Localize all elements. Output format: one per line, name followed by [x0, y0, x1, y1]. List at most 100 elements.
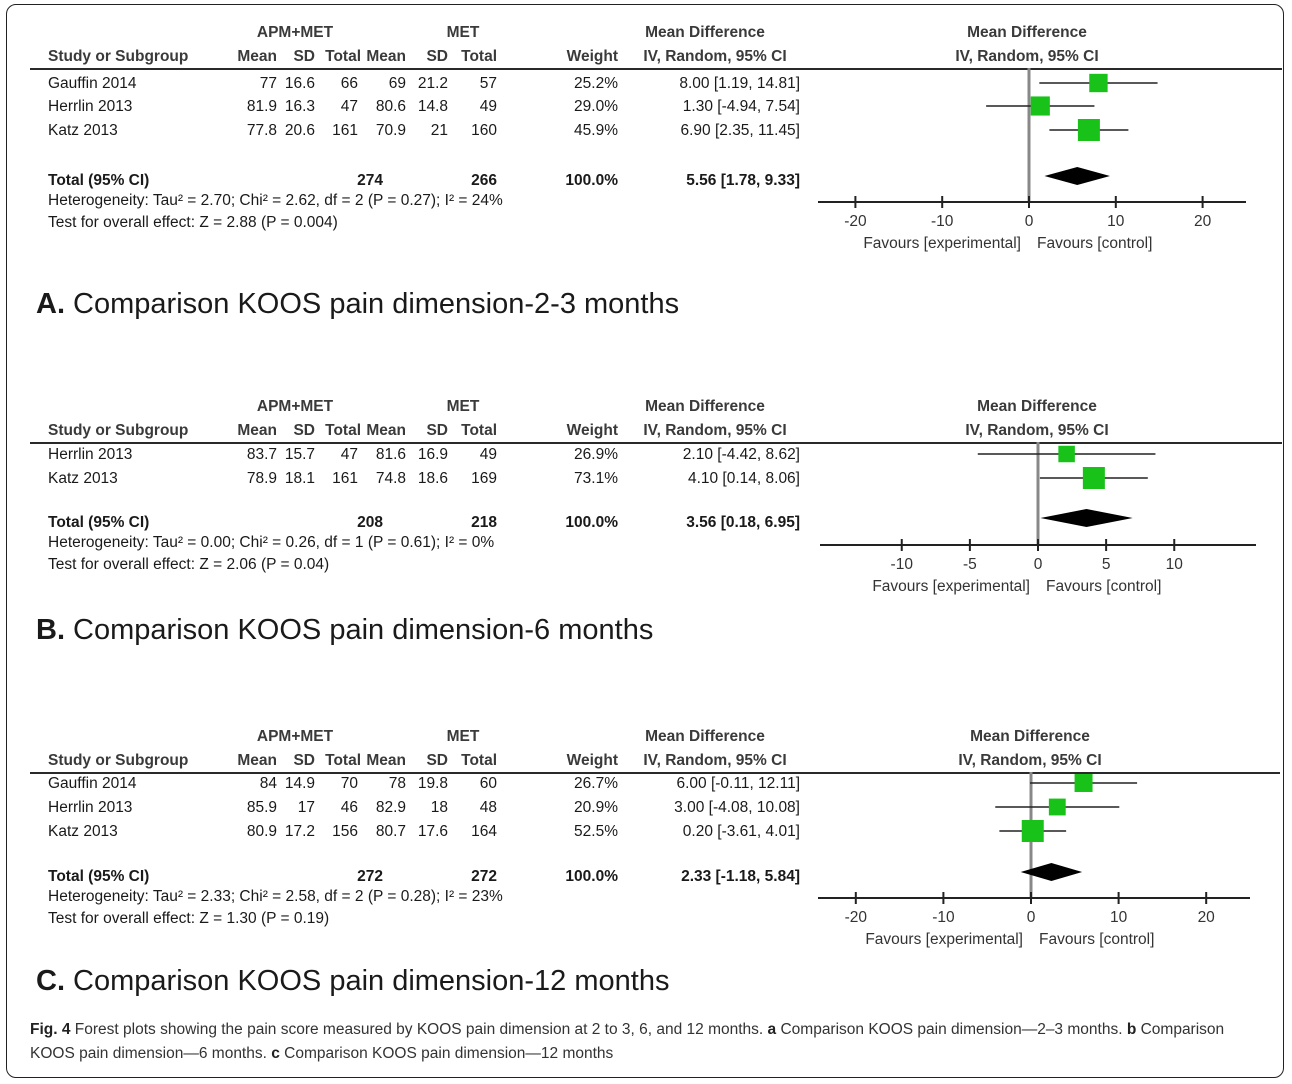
study-mean1: 77.8 — [246, 122, 277, 139]
total-n1: 274 — [357, 172, 383, 189]
study-sd1: 15.7 — [284, 446, 315, 463]
heterogeneity-text: Heterogeneity: Tau² = 2.70; Chi² = 2.62,… — [48, 192, 503, 209]
x-tick-label: 0 — [1025, 213, 1034, 230]
favours-right-label: Favours [control] — [1037, 235, 1152, 252]
study-total2: 48 — [479, 799, 497, 816]
favours-right-label: Favours [control] — [1046, 578, 1161, 595]
study-sd2: 18 — [430, 799, 448, 816]
panel-title: B. Comparison KOOS pain dimension-6 mont… — [36, 614, 653, 647]
favours-right-label: Favours [control] — [1039, 931, 1154, 948]
caption-a-text: Comparison KOOS pain dimension—2–3 month… — [780, 1021, 1123, 1038]
study-weight: 45.9% — [574, 122, 618, 139]
study-marker — [1082, 467, 1105, 489]
study-marker — [1089, 73, 1108, 93]
study-mean1: 81.9 — [246, 98, 277, 115]
study-total2: 169 — [471, 470, 497, 487]
total-ci: 5.56 [1.78, 9.33] — [686, 172, 800, 189]
plot-md-header-1: Mean Difference — [967, 24, 1087, 41]
col-ci: IV, Random, 95% CI — [643, 48, 787, 65]
study-marker — [1030, 96, 1050, 116]
study-ci: 0.20 [-3.61, 4.01] — [682, 823, 800, 840]
study-total2: 164 — [471, 823, 497, 840]
col-study: Study or Subgroup — [48, 422, 189, 439]
study-name: Katz 2013 — [48, 122, 118, 139]
study-mean2: 80.6 — [375, 98, 406, 115]
study-mean2: 81.6 — [375, 446, 406, 463]
col-sd2: SD — [426, 422, 448, 439]
heterogeneity-text: Heterogeneity: Tau² = 0.00; Chi² = 0.26,… — [48, 534, 495, 551]
study-total2: 49 — [479, 98, 497, 115]
group2-header: MET — [446, 728, 480, 745]
study-total1: 66 — [340, 75, 358, 92]
panel-title-text: Comparison KOOS pain dimension-6 months — [65, 614, 654, 646]
header-rule — [30, 442, 1282, 444]
study-sd1: 20.6 — [284, 122, 315, 139]
study-total2: 49 — [479, 446, 497, 463]
study-mean2: 69 — [388, 75, 406, 92]
heterogeneity-text: Heterogeneity: Tau² = 2.33; Chi² = 2.58,… — [48, 888, 503, 905]
plot-md-header-2: IV, Random, 95% CI — [958, 752, 1102, 769]
study-sd2: 21.2 — [417, 75, 448, 92]
col-study: Study or Subgroup — [48, 752, 189, 769]
study-mean1: 84 — [259, 775, 277, 792]
study-ci: 4.10 [0.14, 8.06] — [687, 470, 800, 487]
x-tick-label: 10 — [1166, 556, 1184, 573]
study-sd1: 18.1 — [284, 470, 315, 487]
study-weight: 25.2% — [574, 75, 618, 92]
study-marker — [1077, 119, 1100, 141]
overall-effect-text: Test for overall effect: Z = 2.88 (P = 0… — [48, 214, 338, 231]
study-marker — [1074, 774, 1093, 792]
caption-c-text: Comparison KOOS pain dimension—12 months — [284, 1045, 614, 1062]
study-mean1: 77 — [259, 75, 277, 92]
study-mean2: 70.9 — [375, 122, 406, 139]
study-sd2: 17.6 — [417, 823, 448, 840]
study-sd2: 16.9 — [417, 446, 448, 463]
study-marker — [1058, 445, 1075, 463]
total-n1: 272 — [357, 868, 383, 885]
total-ci: 3.56 [0.18, 6.95] — [686, 514, 800, 531]
col-total1: Total — [325, 752, 361, 769]
study-sd2: 18.6 — [417, 470, 448, 487]
total-weight: 100.0% — [565, 868, 618, 885]
col-weight: Weight — [566, 422, 618, 439]
header-rule — [30, 772, 1280, 774]
study-name: Gauffin 2014 — [48, 775, 137, 792]
col-total2: Total — [461, 752, 497, 769]
study-name: Herrlin 2013 — [48, 98, 133, 115]
md-header-1: Mean Difference — [645, 398, 765, 415]
study-total2: 160 — [471, 122, 497, 139]
x-tick-label: -10 — [931, 213, 954, 230]
panel-letter: A. — [36, 288, 65, 320]
figure-frame — [6, 4, 1284, 1078]
study-name: Herrlin 2013 — [48, 799, 133, 816]
col-sd1: SD — [293, 752, 315, 769]
study-ci: 2.10 [-4.42, 8.62] — [682, 446, 800, 463]
x-tick-label: -20 — [845, 909, 868, 926]
group2-header: MET — [446, 24, 480, 41]
panel-title: C. Comparison KOOS pain dimension-12 mon… — [36, 965, 669, 998]
figure-caption: Fig. 4 Forest plots showing the pain sco… — [30, 1018, 1270, 1066]
study-mean2: 78 — [388, 775, 406, 792]
col-total1: Total — [325, 422, 361, 439]
col-mean2: Mean — [366, 752, 406, 769]
col-total1: Total — [325, 48, 361, 65]
col-ci: IV, Random, 95% CI — [643, 422, 787, 439]
col-sd2: SD — [426, 752, 448, 769]
study-sd1: 16.6 — [284, 75, 315, 92]
study-weight: 73.1% — [574, 470, 618, 487]
col-weight: Weight — [566, 48, 618, 65]
plot-md-header-2: IV, Random, 95% CI — [965, 422, 1109, 439]
caption-text: Forest plots showing the pain score meas… — [74, 1021, 764, 1038]
x-tick-label: 10 — [1107, 213, 1125, 230]
total-label: Total (95% CI) — [48, 172, 150, 189]
col-weight: Weight — [566, 752, 618, 769]
group1-header: APM+MET — [256, 728, 334, 745]
col-study: Study or Subgroup — [48, 48, 189, 65]
study-total1: 161 — [332, 122, 358, 139]
caption-b-text: Comparison KOOS pain dimension—6 months. — [30, 1021, 1225, 1062]
col-sd1: SD — [293, 48, 315, 65]
study-name: Katz 2013 — [48, 470, 118, 487]
x-tick-label: 0 — [1034, 556, 1043, 573]
